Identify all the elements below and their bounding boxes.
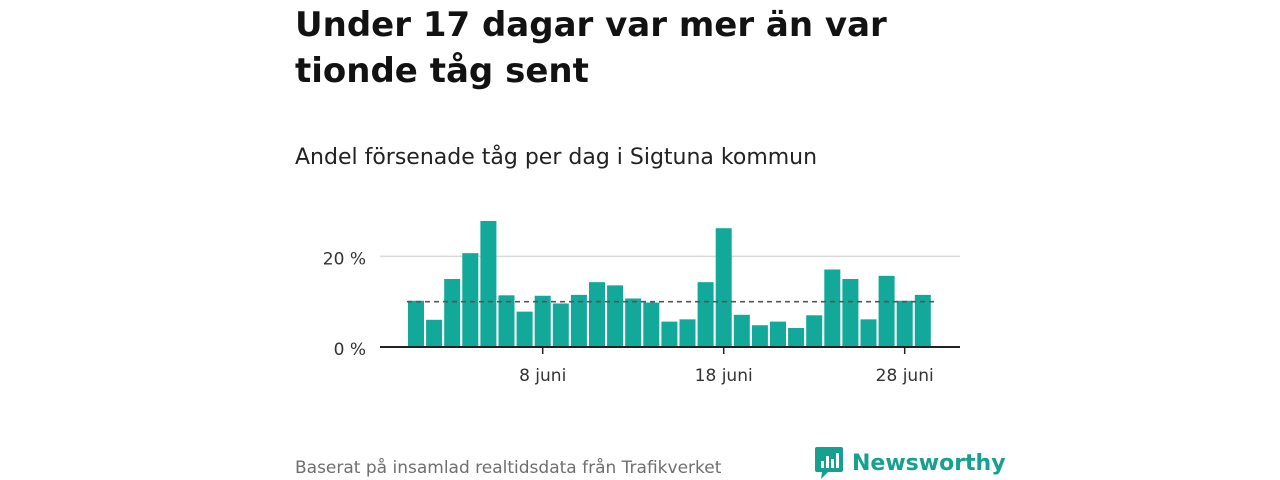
y-tick-label: 20 % (323, 249, 366, 269)
x-tick-label: 8 juni (519, 366, 566, 386)
chart-title: Under 17 dagar var mer än var tionde tåg… (295, 5, 887, 91)
bar (552, 303, 569, 347)
bar (806, 315, 823, 347)
bar (770, 321, 786, 347)
bar (679, 319, 696, 347)
bar (896, 300, 913, 347)
bar (788, 327, 805, 347)
x-tick-label: 28 juni (876, 366, 934, 386)
brand-name: Newsworthy (852, 450, 1006, 476)
bar (408, 300, 424, 347)
bar (914, 294, 931, 347)
bar (607, 285, 624, 347)
bar (715, 228, 732, 347)
bar (697, 282, 714, 347)
bar (444, 279, 461, 347)
bar (462, 253, 479, 347)
bar (878, 275, 895, 347)
bar (751, 325, 768, 347)
bar (733, 314, 750, 347)
bar (625, 298, 642, 347)
y-tick-label: 0 % (334, 340, 366, 360)
bar (589, 282, 605, 347)
bar (643, 302, 660, 347)
x-tick-label: 18 juni (695, 366, 753, 386)
bar (842, 279, 859, 347)
chart-speech-bubble-icon (815, 447, 843, 479)
source-note: Baserat på insamlad realtidsdata från Tr… (295, 458, 722, 478)
bar (570, 294, 587, 347)
bar (516, 311, 533, 347)
bar (661, 321, 678, 347)
bar (824, 269, 841, 347)
chart-subtitle: Andel försenade tåg per dag i Sigtuna ko… (295, 145, 818, 170)
bar (426, 319, 443, 347)
bar (534, 295, 551, 347)
newsworthy-logo[interactable]: Newsworthy (814, 446, 1006, 480)
bar (480, 220, 497, 347)
bar (860, 319, 877, 347)
bar-chart: 0 % 20 % 8 juni 18 juni 28 juni (323, 220, 960, 386)
bar (498, 295, 515, 347)
